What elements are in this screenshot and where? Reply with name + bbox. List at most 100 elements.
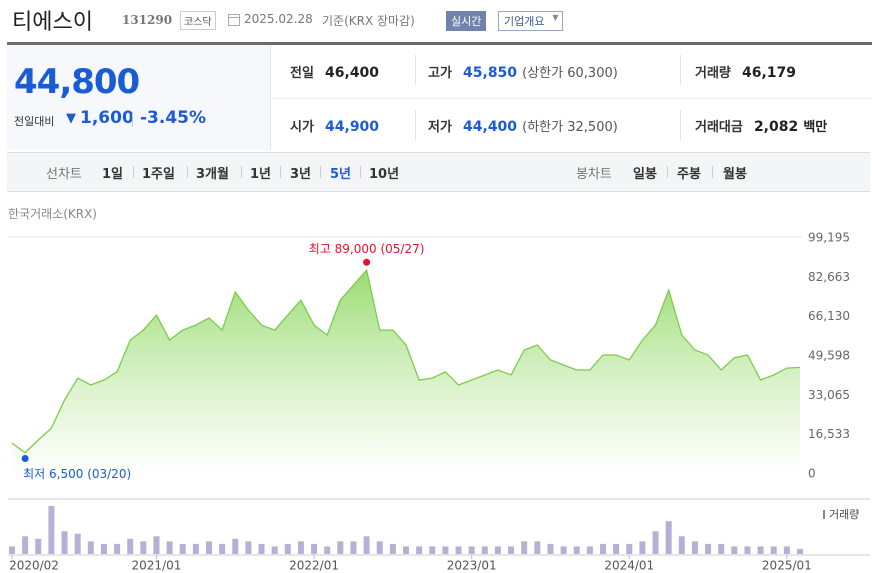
volume-bar xyxy=(219,543,226,554)
volume-bar xyxy=(416,546,423,554)
volume-bar xyxy=(206,541,212,554)
tab-sep xyxy=(667,166,668,178)
stat-note-label: 하한가 xyxy=(527,120,564,135)
stock-name: 티에스이 xyxy=(12,10,93,35)
volume-bar xyxy=(639,541,646,554)
tab-group-label: 봉차트 xyxy=(576,167,612,182)
realtime-badge[interactable]: 실시간 xyxy=(446,11,487,31)
volume-bar xyxy=(455,546,462,554)
tab[interactable]: 10년 xyxy=(369,167,400,182)
stat-note-label: 상한가 xyxy=(527,66,564,81)
volume-bar xyxy=(481,546,488,554)
volume-bar xyxy=(508,546,515,554)
volume-bar xyxy=(718,543,725,554)
low-label: 최저 6,500 (03/20) xyxy=(23,467,131,481)
calendar-icon xyxy=(228,14,240,26)
volume-bar xyxy=(140,541,147,554)
volume-bar xyxy=(389,543,396,554)
volume-bar xyxy=(363,536,370,554)
volume-bar xyxy=(468,546,475,554)
tab[interactable]: 주봉 xyxy=(677,167,701,182)
change-value: 1,600 xyxy=(80,108,134,128)
tab-sep xyxy=(712,166,713,178)
stat-note-value: 32,500 xyxy=(567,120,613,135)
volume-bar xyxy=(22,536,29,554)
stat-value: 45,850 xyxy=(463,65,518,81)
stats-divider xyxy=(272,98,872,99)
high-marker xyxy=(363,258,371,266)
volume-bar xyxy=(311,543,318,554)
volume-bar xyxy=(586,546,593,554)
y-tick-label: 66,130 xyxy=(808,309,850,323)
tab-sep xyxy=(320,166,321,178)
high-label: 최고 89,000 (05/27) xyxy=(309,242,425,256)
stat: 시가 44,900 xyxy=(290,116,379,135)
volume-bar xyxy=(521,541,528,554)
volume-bar xyxy=(573,546,580,554)
tab-sep xyxy=(241,166,242,178)
tab[interactable]: 1일 xyxy=(102,167,124,182)
company-info-button[interactable]: 기업개요 ▼ xyxy=(498,11,564,31)
volume-bar xyxy=(284,543,291,554)
volume-legend: 거래량 xyxy=(829,508,859,521)
volume-bar xyxy=(678,536,685,554)
tab[interactable]: 5년 xyxy=(330,167,352,182)
volume-bar xyxy=(192,543,199,554)
volume-bar xyxy=(429,546,436,554)
volume-bar xyxy=(547,543,554,554)
y-tick-label: 82,663 xyxy=(808,270,850,284)
tab[interactable]: 3년 xyxy=(290,167,312,182)
stat-label: 고가 xyxy=(428,66,452,81)
x-tick-label: 2020/02 xyxy=(9,559,59,573)
y-tick-label: 33,065 xyxy=(808,388,850,402)
stat-unit: 백만 xyxy=(803,120,828,135)
header-divider xyxy=(7,42,872,45)
x-tick-label: 2023/01 xyxy=(447,559,497,573)
volume-bar xyxy=(494,546,501,554)
x-tick-label: 2024/01 xyxy=(604,559,654,573)
date: 2025.02.28 xyxy=(244,12,313,26)
volume-bar xyxy=(48,506,55,554)
stats-vline xyxy=(415,55,416,85)
stat-value: 46,179 xyxy=(741,65,797,81)
volume-bar xyxy=(61,531,68,554)
volume-bar xyxy=(258,543,265,554)
tab[interactable]: 1주일 xyxy=(142,167,175,182)
volume-bar xyxy=(626,543,633,554)
tab[interactable]: 일봉 xyxy=(633,167,657,182)
tab[interactable]: 월봉 xyxy=(723,167,747,182)
y-tick-label: 49,598 xyxy=(808,348,850,362)
quote-separator xyxy=(132,112,133,127)
tab[interactable]: 3개월 xyxy=(196,167,229,182)
volume-bar xyxy=(297,541,304,554)
volume-bar xyxy=(600,543,606,554)
volume-bar xyxy=(166,541,173,554)
chart-source: 한국거래소(KRX) xyxy=(8,207,97,221)
volume-bar xyxy=(560,546,567,554)
stat-value: 46,400 xyxy=(325,65,380,81)
volume-bar xyxy=(324,546,331,554)
tab-sep xyxy=(133,166,134,178)
stat-label: 거래량 xyxy=(695,66,731,81)
stat: 거래대금 2,082 백만 xyxy=(695,116,827,135)
stat: 거래량 46,179 xyxy=(695,62,796,81)
volume-legend-swatch xyxy=(823,510,825,519)
volume-bar xyxy=(757,546,764,554)
tab-group-label: 선차트 xyxy=(46,167,82,182)
y-tick-label: 16,533 xyxy=(808,427,850,441)
down-arrow: ▼ xyxy=(66,111,76,126)
volume-bar xyxy=(691,541,698,554)
volume-bar xyxy=(337,541,344,554)
stat-note-value: 60,300 xyxy=(567,66,613,81)
volume-bar xyxy=(350,541,357,554)
stats-vline xyxy=(680,55,681,85)
volume-bar xyxy=(245,541,252,554)
volume-bar xyxy=(534,541,541,554)
volume-bar xyxy=(127,538,134,554)
market-badge: 코스닥 xyxy=(180,11,216,30)
price-line xyxy=(11,268,801,454)
tab[interactable]: 1년 xyxy=(250,167,272,182)
volume-bar xyxy=(376,541,383,554)
x-tick-label: 2022/01 xyxy=(289,559,339,573)
